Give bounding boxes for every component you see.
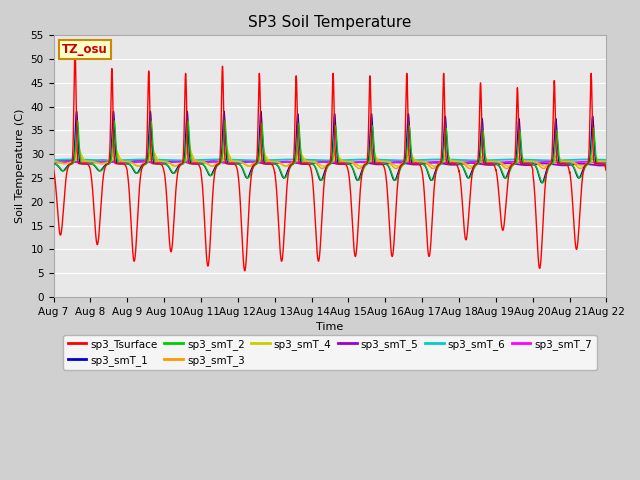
X-axis label: Time: Time — [316, 322, 344, 332]
Title: SP3 Soil Temperature: SP3 Soil Temperature — [248, 15, 412, 30]
Text: TZ_osu: TZ_osu — [62, 43, 108, 56]
Y-axis label: Soil Temperature (C): Soil Temperature (C) — [15, 109, 25, 223]
Legend: sp3_Tsurface, sp3_smT_1, sp3_smT_2, sp3_smT_3, sp3_smT_4, sp3_smT_5, sp3_smT_6, : sp3_Tsurface, sp3_smT_1, sp3_smT_2, sp3_… — [63, 335, 596, 370]
